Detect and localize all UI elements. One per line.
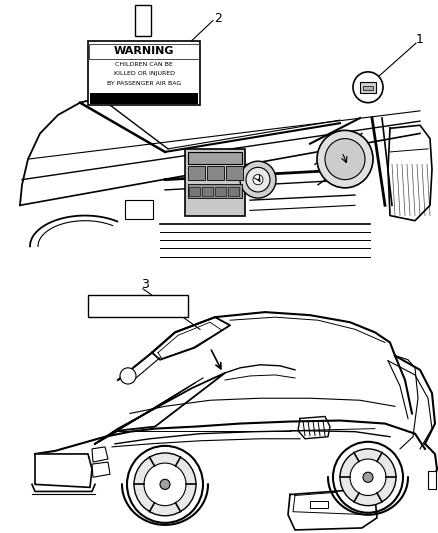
Bar <box>88 41 200 104</box>
Circle shape <box>317 131 373 188</box>
Bar <box>360 82 376 93</box>
Bar <box>228 187 239 196</box>
Circle shape <box>144 463 186 506</box>
Circle shape <box>363 472 373 482</box>
Bar <box>185 149 245 215</box>
Bar <box>90 93 198 104</box>
Circle shape <box>353 72 383 103</box>
Text: 1: 1 <box>416 33 424 45</box>
Polygon shape <box>92 447 108 462</box>
Bar <box>88 295 188 317</box>
Bar <box>310 500 328 507</box>
Circle shape <box>333 442 403 513</box>
Polygon shape <box>92 462 110 477</box>
Bar <box>207 166 224 180</box>
Bar <box>202 187 213 196</box>
Circle shape <box>134 453 196 516</box>
Bar <box>188 166 205 180</box>
Circle shape <box>160 479 170 489</box>
Bar <box>188 184 242 198</box>
Bar <box>188 152 242 164</box>
Bar <box>135 5 151 36</box>
Circle shape <box>120 368 136 384</box>
Text: BY PASSENGER AIR BAG: BY PASSENGER AIR BAG <box>107 80 181 86</box>
Bar <box>363 86 373 90</box>
Text: KILLED OR INJURED: KILLED OR INJURED <box>113 71 174 76</box>
Text: WARNING: WARNING <box>114 46 174 56</box>
Circle shape <box>340 449 396 506</box>
Polygon shape <box>35 454 92 487</box>
Circle shape <box>246 167 270 192</box>
Circle shape <box>127 446 203 523</box>
Bar <box>89 44 199 59</box>
Bar <box>226 166 243 180</box>
Circle shape <box>240 161 276 198</box>
Bar <box>215 187 226 196</box>
Text: CHILDREN CAN BE: CHILDREN CAN BE <box>115 62 173 67</box>
Circle shape <box>350 459 386 496</box>
Text: 2: 2 <box>214 12 222 25</box>
Bar <box>428 471 436 489</box>
Circle shape <box>325 139 365 180</box>
Bar <box>189 187 200 196</box>
Text: 3: 3 <box>141 278 149 291</box>
Circle shape <box>253 174 263 185</box>
Bar <box>125 200 153 219</box>
